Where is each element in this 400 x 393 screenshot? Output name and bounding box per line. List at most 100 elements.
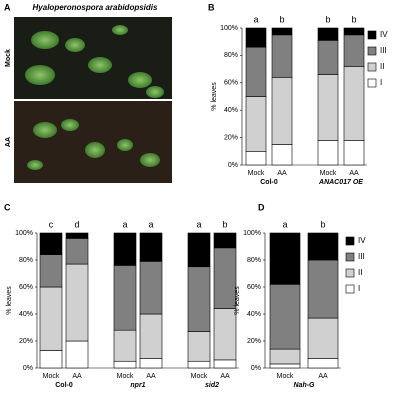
bar-segment [271, 34, 293, 78]
x-tick-label: AA [349, 170, 359, 177]
bar-segment [213, 359, 237, 369]
y-tick-label: 40% [224, 107, 238, 114]
bar-segment [65, 232, 89, 239]
bar-segment [307, 317, 339, 359]
bar-segment [317, 74, 339, 141]
significance-letter: c [49, 219, 54, 229]
legend-swatch [345, 284, 355, 294]
bar-segment [307, 259, 339, 319]
bar-segment [269, 348, 301, 365]
bar-segment [113, 360, 137, 369]
bar-segment [187, 331, 211, 362]
x-tick-label: Mock [248, 170, 265, 177]
bar-segment [139, 313, 163, 359]
bar-segment [343, 34, 365, 67]
bar-segment [213, 247, 237, 309]
bar-segment [187, 266, 211, 332]
panel-label: A [4, 2, 11, 12]
y-tick-label: 100% [243, 230, 261, 237]
bar-segment [269, 363, 301, 369]
y-axis-label: % leaves [211, 82, 218, 111]
y-tick-label: 100% [15, 230, 33, 237]
bar-segment [113, 265, 137, 331]
y-tick-label: 40% [19, 311, 33, 318]
legend-swatch [345, 236, 355, 246]
significance-letter: b [279, 14, 284, 24]
legend-label: II [358, 268, 362, 277]
significance-letter: b [325, 14, 330, 24]
bar-segment [269, 283, 301, 350]
significance-letter: a [122, 219, 127, 229]
x-tick-label: AA [146, 373, 156, 380]
bar-segment [317, 40, 339, 75]
group-label: sid2 [205, 382, 219, 389]
bar-segment [245, 151, 267, 166]
bar-segment [139, 232, 163, 262]
y-tick-label: 0% [251, 365, 261, 372]
group-label: npr1 [130, 382, 145, 389]
bar-segment [343, 66, 365, 141]
y-tick-label: 20% [19, 338, 33, 345]
legend-label: III [380, 46, 387, 55]
group-label: Col-0 [260, 179, 278, 186]
bar-segment [271, 77, 293, 145]
bar-segment [271, 27, 293, 36]
x-tick-label: Mock [43, 373, 60, 380]
bar-segment [65, 340, 89, 369]
group-label: Nah-G [294, 382, 316, 389]
significance-letter: b [351, 14, 356, 24]
photo-mock [14, 17, 172, 99]
x-tick-label: AA [72, 373, 82, 380]
photo-aa [14, 101, 172, 183]
panel-label: D [258, 202, 265, 212]
bar-segment [343, 27, 365, 36]
y-tick-label: 60% [19, 284, 33, 291]
bar-segment [245, 96, 267, 152]
bar-segment [245, 46, 267, 97]
bar-segment [39, 350, 63, 369]
bar-segment [187, 232, 211, 268]
significance-letter: a [282, 219, 287, 229]
bar-segment [245, 27, 267, 48]
x-tick-label: AA [220, 373, 230, 380]
y-tick-label: 80% [224, 52, 238, 59]
y-tick-label: 20% [247, 338, 261, 345]
bar-segment [187, 360, 211, 369]
bar-segment [317, 27, 339, 41]
panel-label: C [4, 202, 11, 212]
bar-segment [65, 263, 89, 342]
group-label: Col-0 [55, 382, 73, 389]
group-label: ANAC017 OE [318, 179, 363, 186]
legend-label: IV [380, 30, 388, 39]
x-tick-label: Mock [191, 373, 208, 380]
legend-swatch [367, 30, 377, 40]
significance-letter: a [148, 219, 153, 229]
y-axis-label: % leaves [6, 286, 13, 315]
row-label: AA [5, 137, 12, 147]
legend-swatch [367, 62, 377, 72]
significance-letter: b [222, 219, 227, 229]
bar-segment [139, 358, 163, 369]
y-tick-label: 40% [247, 311, 261, 318]
bar-segment [269, 232, 301, 285]
x-tick-label: AA [277, 170, 287, 177]
legend-label: III [358, 252, 365, 261]
legend-swatch [367, 78, 377, 88]
y-axis-label: % leaves [234, 286, 241, 315]
bar-segment [307, 358, 339, 369]
legend-label: IV [358, 236, 366, 245]
y-tick-label: 0% [228, 162, 238, 169]
photo-title: Hyaloperonospora arabidopsidis [33, 3, 158, 12]
bar-segment [39, 254, 63, 288]
legend-label: II [380, 62, 384, 71]
y-tick-label: 60% [247, 284, 261, 291]
significance-letter: a [253, 14, 258, 24]
y-tick-label: 20% [224, 134, 238, 141]
row-label: Mock [5, 49, 12, 67]
significance-letter: a [196, 219, 201, 229]
bar-segment [343, 140, 365, 166]
bar-segment [213, 232, 237, 249]
legend-label: I [358, 284, 360, 293]
bar-segment [113, 232, 137, 266]
